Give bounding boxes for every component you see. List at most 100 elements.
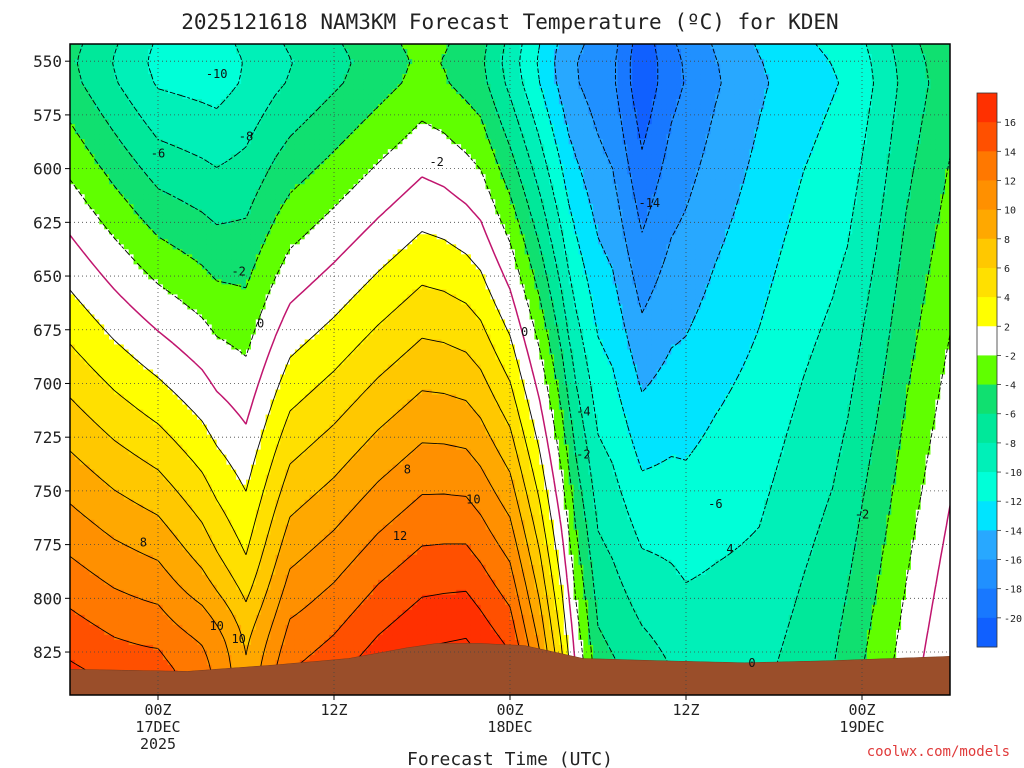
temperature-cell — [90, 79, 95, 85]
temperature-cell — [124, 560, 129, 566]
temperature-cell — [212, 359, 217, 365]
temperature-cell — [134, 375, 139, 381]
temperature-cell — [212, 465, 217, 471]
temperature-cell — [187, 344, 192, 350]
temperature-cell — [114, 505, 119, 511]
temperature-cell — [104, 104, 109, 110]
temperature-cell — [129, 114, 134, 120]
temperature-cell — [99, 104, 104, 110]
temperature-cell — [94, 485, 99, 491]
temperature-cell — [241, 99, 246, 105]
temperature-cell — [178, 550, 183, 556]
temperature-cell — [124, 375, 129, 381]
temperature-cell — [207, 440, 212, 446]
temperature-cell — [212, 244, 217, 250]
temperature-cell — [256, 79, 261, 85]
temperature-cell — [153, 385, 158, 391]
temperature-cell — [90, 445, 95, 451]
temperature-cell — [134, 400, 139, 406]
temperature-cell — [75, 199, 80, 205]
temperature-cell — [212, 415, 217, 421]
temperature-cell — [192, 144, 197, 150]
temperature-cell — [99, 194, 104, 200]
temperature-cell — [134, 535, 139, 541]
temperature-cell — [202, 264, 207, 270]
temperature-cell — [80, 575, 85, 581]
temperature-cell — [246, 89, 251, 95]
temperature-cell — [197, 375, 202, 381]
temperature-cell — [70, 184, 75, 190]
temperature-cell — [182, 655, 187, 661]
temperature-cell — [173, 630, 178, 636]
temperature-cell — [178, 485, 183, 491]
temperature-cell — [90, 159, 95, 165]
temperature-cell — [192, 184, 197, 190]
temperature-cell — [197, 204, 202, 210]
temperature-cell — [85, 505, 90, 511]
temperature-cell — [251, 219, 256, 225]
temperature-cell — [148, 279, 153, 285]
temperature-cell — [163, 304, 168, 310]
temperature-cell — [187, 269, 192, 275]
temperature-cell — [134, 224, 139, 230]
temperature-cell — [99, 390, 104, 396]
temperature-cell — [197, 540, 202, 546]
temperature-cell — [182, 520, 187, 526]
temperature-cell — [251, 284, 256, 290]
temperature-cell — [197, 114, 202, 120]
temperature-cell — [202, 149, 207, 155]
temperature-cell — [80, 344, 85, 350]
temperature-cell — [187, 395, 192, 401]
temperature-cell — [246, 520, 251, 526]
temperature-cell — [226, 304, 231, 310]
temperature-cell — [163, 79, 168, 85]
temperature-cell — [109, 304, 114, 310]
temperature-cell — [114, 475, 119, 481]
temperature-cell — [192, 455, 197, 461]
temperature-cell — [187, 575, 192, 581]
temperature-cell — [138, 209, 143, 215]
temperature-cell — [94, 500, 99, 506]
temperature-cell — [226, 244, 231, 250]
temperature-cell — [217, 460, 222, 466]
temperature-cell — [226, 530, 231, 536]
temperature-cell — [192, 234, 197, 240]
temperature-cell — [168, 124, 173, 130]
temperature-cell — [197, 249, 202, 255]
temperature-cell — [217, 134, 222, 140]
temperature-cell — [207, 425, 212, 431]
temperature-cell — [251, 610, 256, 616]
temperature-cell — [182, 455, 187, 461]
temperature-cell — [187, 334, 192, 340]
temperature-cell — [153, 364, 158, 370]
temperature-cell — [124, 204, 129, 210]
temperature-cell — [158, 99, 163, 105]
temperature-cell — [192, 289, 197, 295]
temperature-cell — [207, 505, 212, 511]
temperature-cell — [197, 324, 202, 330]
temperature-cell — [202, 560, 207, 566]
temperature-cell — [94, 189, 99, 195]
temperature-cell — [85, 79, 90, 85]
temperature-cell — [226, 500, 231, 506]
temperature-cell — [104, 144, 109, 150]
temperature-cell — [236, 184, 241, 190]
temperature-cell — [99, 134, 104, 140]
temperature-cell — [70, 445, 75, 451]
temperature-cell — [129, 279, 134, 285]
temperature-cell — [119, 149, 124, 155]
temperature-cell — [173, 179, 178, 185]
temperature-cell — [178, 119, 183, 125]
temperature-cell — [134, 344, 139, 350]
temperature-cell — [109, 254, 114, 260]
temperature-cell — [212, 149, 217, 155]
temperature-cell — [182, 124, 187, 130]
temperature-cell — [143, 339, 148, 345]
temperature-cell — [129, 139, 134, 145]
temperature-cell — [168, 159, 173, 165]
temperature-cell — [163, 460, 168, 466]
temperature-cell — [163, 274, 168, 280]
temperature-cell — [231, 565, 236, 571]
temperature-cell — [104, 284, 109, 290]
temperature-cell — [104, 445, 109, 451]
